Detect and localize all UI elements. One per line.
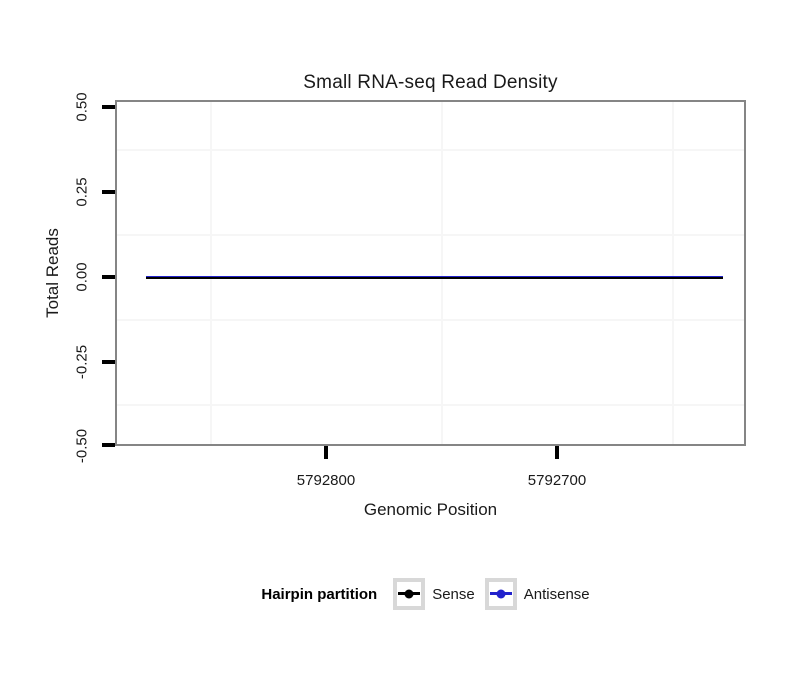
minor-gridline-h bbox=[117, 234, 744, 236]
x-tick-label: 5792700 bbox=[527, 472, 587, 489]
x-tick-mark bbox=[555, 446, 559, 459]
minor-gridline-v bbox=[441, 102, 443, 444]
y-tick-mark bbox=[102, 190, 115, 194]
y-axis-title: Total Reads bbox=[43, 228, 62, 318]
legend-point-swatch-icon bbox=[496, 589, 506, 599]
minor-gridline-v bbox=[672, 102, 674, 444]
legend-point-swatch-icon bbox=[404, 589, 414, 599]
legend: Hairpin partition Sense Antisense bbox=[115, 574, 746, 614]
y-tick-mark bbox=[102, 360, 115, 364]
y-tick-mark bbox=[102, 443, 115, 447]
y-tick-label: -0.50 bbox=[73, 428, 91, 464]
series-line-sense bbox=[146, 277, 723, 279]
legend-entry-antisense: Antisense bbox=[484, 578, 590, 610]
x-tick-mark bbox=[324, 446, 328, 459]
y-tick-label: 0.00 bbox=[73, 262, 91, 292]
legend-entry-sense: Sense bbox=[393, 578, 475, 610]
legend-title: Hairpin partition bbox=[261, 585, 378, 603]
minor-gridline-h bbox=[117, 319, 744, 321]
minor-gridline-v bbox=[210, 102, 212, 444]
minor-gridline-h bbox=[117, 149, 744, 151]
legend-label-antisense: Antisense bbox=[523, 585, 590, 603]
y-tick-label: 0.50 bbox=[73, 92, 91, 122]
x-tick-label: 5792800 bbox=[296, 472, 356, 489]
y-tick-mark bbox=[102, 105, 115, 109]
legend-label-sense: Sense bbox=[432, 585, 475, 603]
y-tick-label: -0.25 bbox=[73, 344, 91, 380]
y-tick-mark bbox=[102, 275, 115, 279]
legend-key-sense bbox=[393, 578, 426, 610]
legend-key-antisense bbox=[484, 578, 517, 610]
plot-panel bbox=[115, 100, 746, 446]
minor-gridline-h bbox=[117, 404, 744, 406]
x-axis-title: Genomic Position bbox=[363, 500, 498, 519]
y-tick-label: 0.25 bbox=[73, 177, 91, 207]
chart-title: Small RNA-seq Read Density bbox=[303, 72, 558, 93]
